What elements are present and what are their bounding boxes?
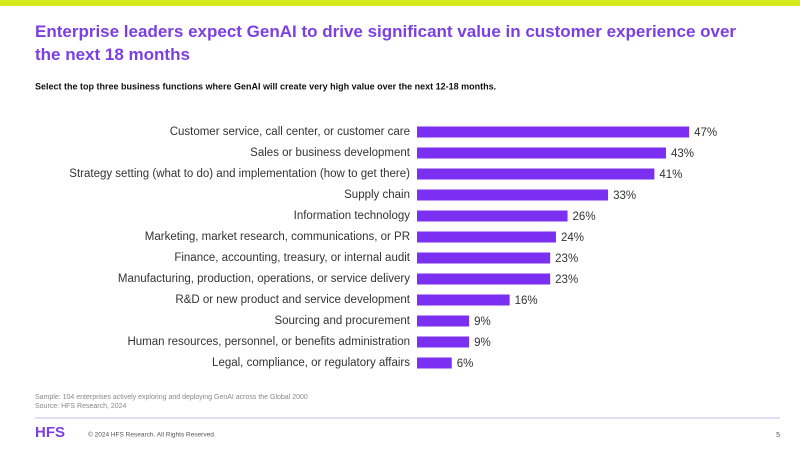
subtitle: Select the top three business functions … <box>35 81 496 91</box>
category-label: Customer service, call center, or custom… <box>170 126 410 138</box>
category-label: Strategy setting (what to do) and implem… <box>69 168 410 180</box>
bar <box>417 294 510 306</box>
bar <box>417 126 690 138</box>
value-label: 33% <box>613 190 636 202</box>
bar <box>417 147 666 159</box>
value-label: 9% <box>474 337 491 349</box>
category-label: Sourcing and procurement <box>274 315 410 327</box>
value-label: 41% <box>659 169 682 181</box>
logo: HFS <box>35 424 65 441</box>
value-label: 9% <box>474 316 491 328</box>
category-label: Manufacturing, production, operations, o… <box>118 273 410 285</box>
value-label: 26% <box>573 211 596 223</box>
category-label: Legal, compliance, or regulatory affairs <box>212 357 410 369</box>
value-label: 23% <box>555 253 578 265</box>
chart-title: Enterprise leaders expect GenAI to drive… <box>35 22 737 64</box>
value-label: 23% <box>555 274 578 286</box>
value-label: 43% <box>671 148 694 160</box>
bar <box>417 336 470 348</box>
note: Source: HFS Research, 2024 <box>35 403 127 410</box>
value-label: 24% <box>561 232 584 244</box>
bar <box>417 252 551 264</box>
bar <box>417 273 551 285</box>
top-band <box>0 0 800 6</box>
category-label: Human resources, personnel, or benefits … <box>127 336 410 348</box>
page-number: 5 <box>776 432 780 439</box>
category-label: R&D or new product and service developme… <box>175 294 410 306</box>
bar <box>417 357 452 369</box>
bar <box>417 315 470 327</box>
copyright: © 2024 HFS Research. All Rights Reserved… <box>88 431 216 439</box>
bar <box>417 231 556 243</box>
category-label: Marketing, market research, communicatio… <box>145 231 410 243</box>
value-label: 6% <box>457 358 474 370</box>
note: Sample: 104 enterprises actively explori… <box>35 394 308 401</box>
bar <box>417 168 655 180</box>
category-label: Sales or business development <box>250 147 411 159</box>
bar <box>417 189 609 201</box>
bar <box>417 210 568 222</box>
value-label: 47% <box>694 127 717 139</box>
category-label: Supply chain <box>344 189 410 201</box>
category-label: Finance, accounting, treasury, or intern… <box>174 252 410 264</box>
category-label: Information technology <box>294 210 411 222</box>
value-label: 16% <box>515 295 538 307</box>
